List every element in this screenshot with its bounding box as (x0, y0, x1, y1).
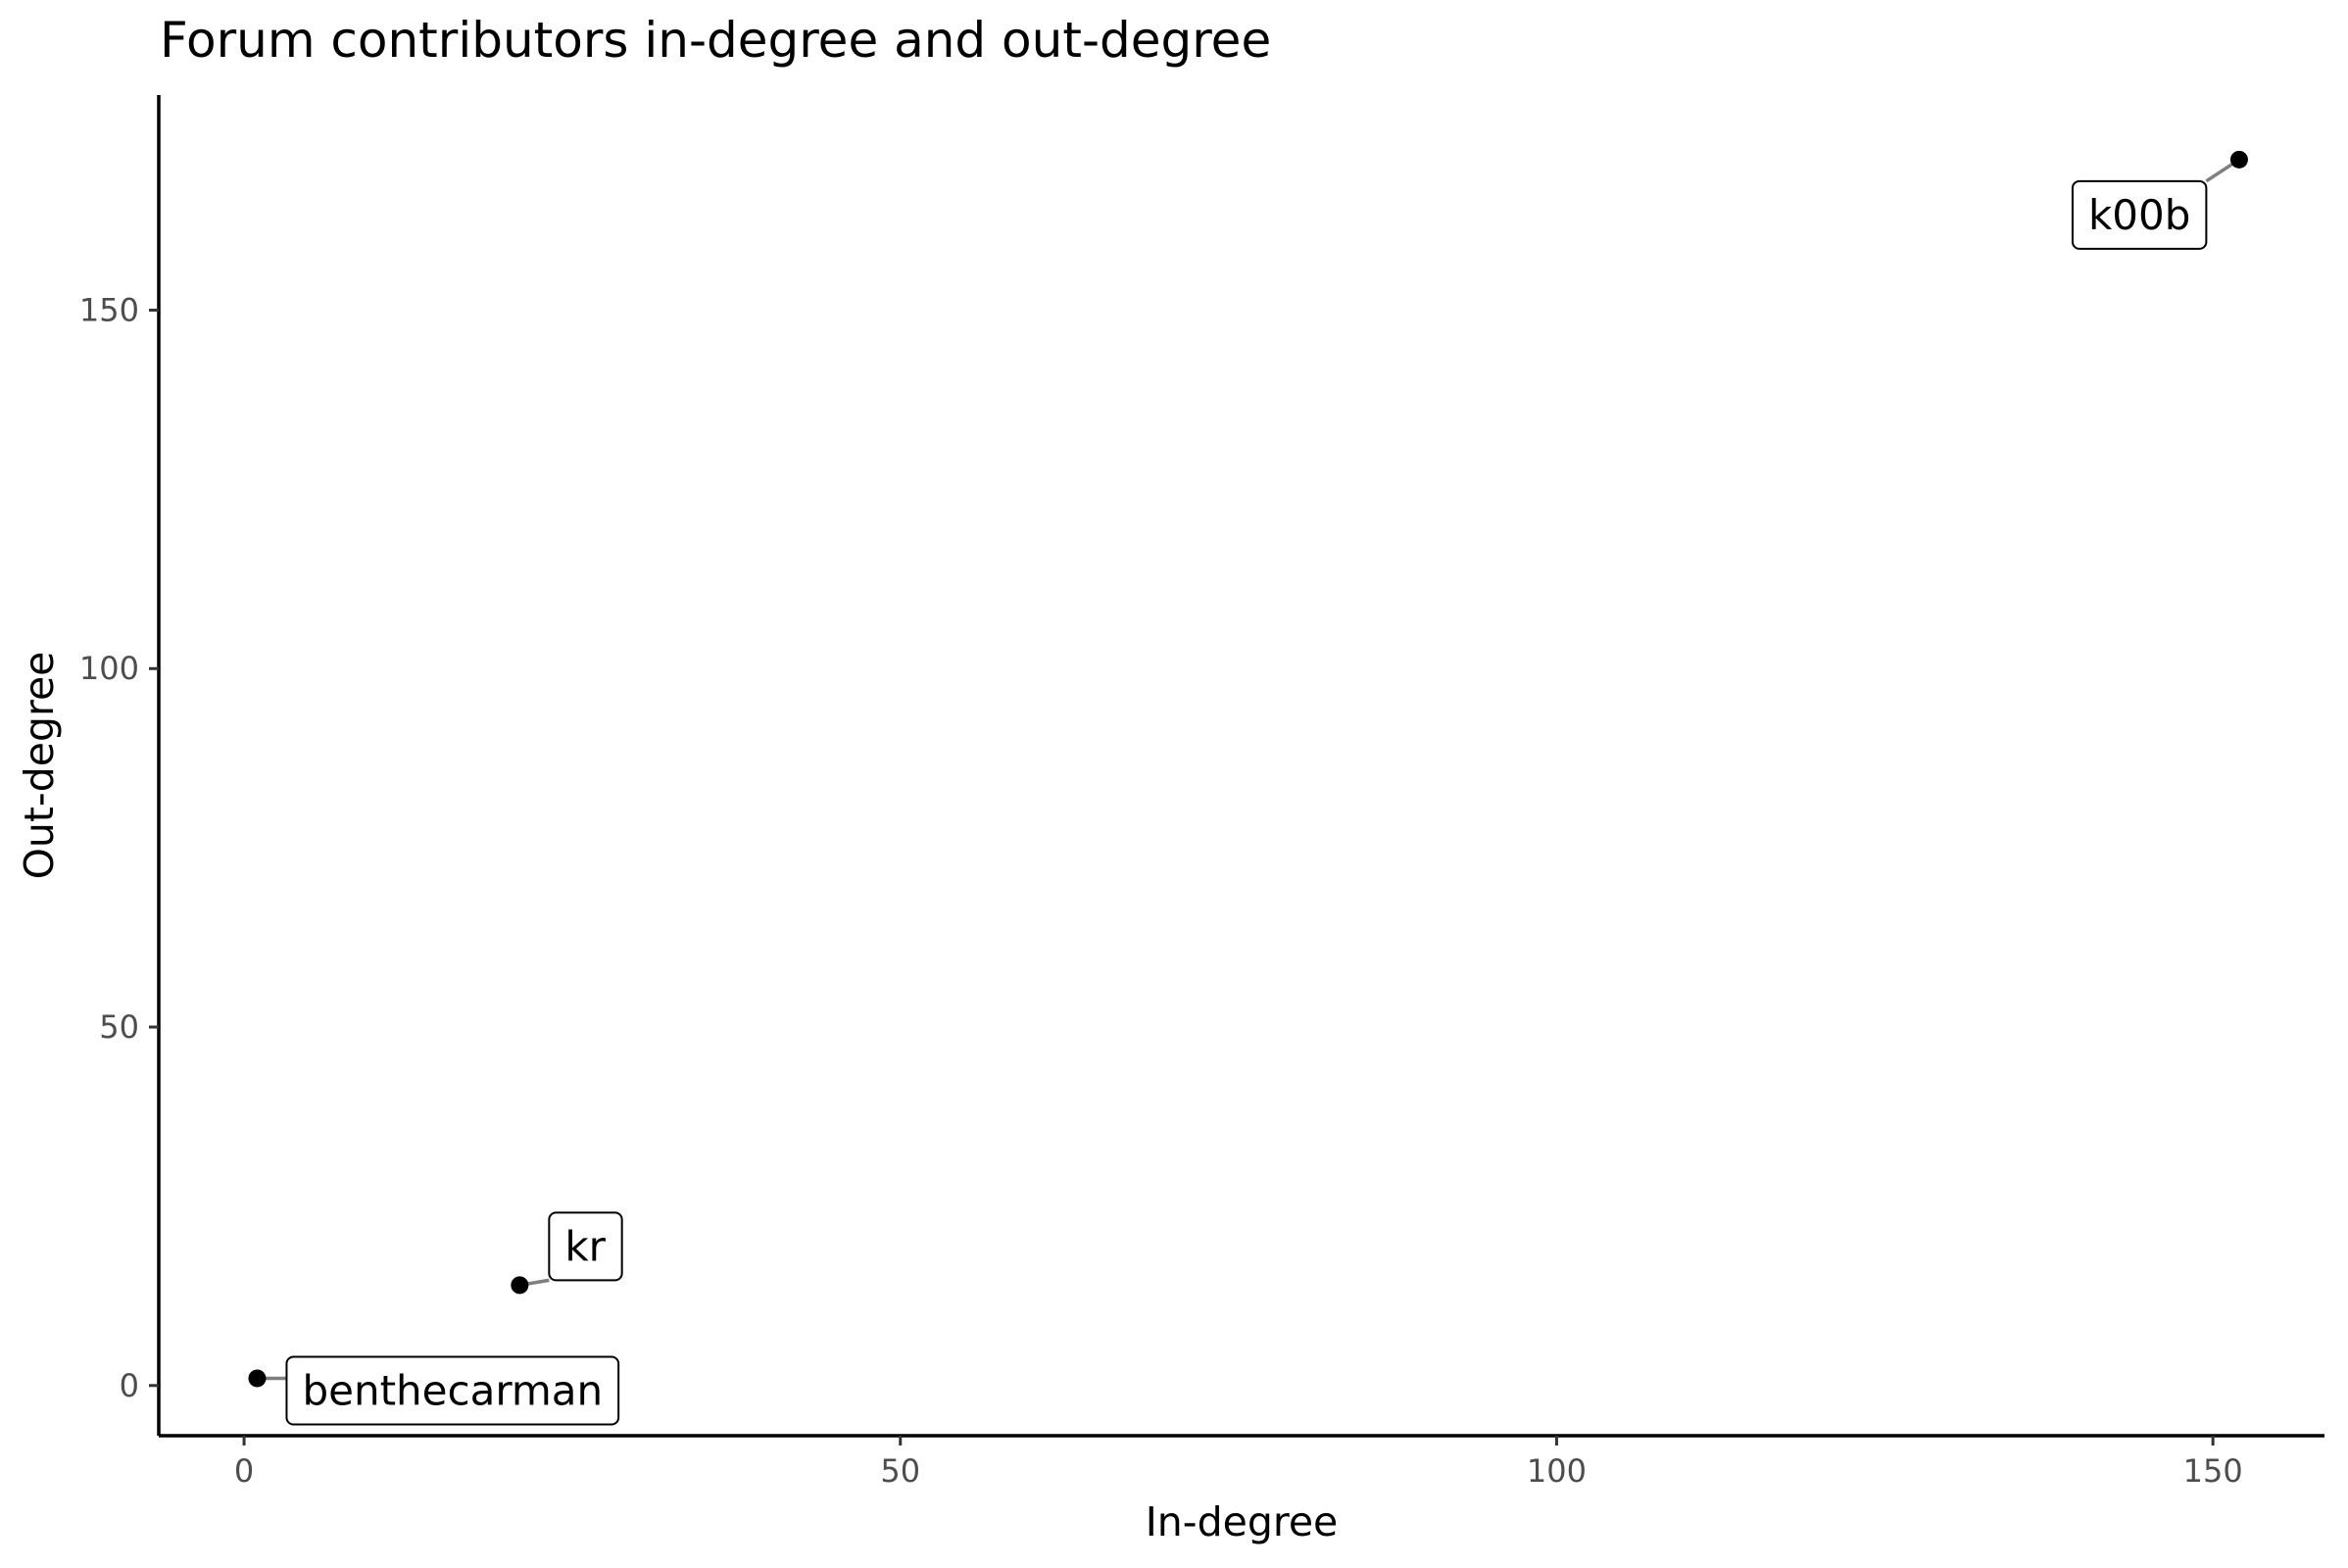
data-point-benthecarman (248, 1369, 267, 1388)
label-box (285, 1355, 620, 1426)
x-tick-label: 0 (234, 1452, 254, 1490)
y-tick-label: 50 (99, 1008, 139, 1046)
x-tick-label: 100 (1527, 1452, 1587, 1490)
x-axis-title: In-degree (1146, 1498, 1339, 1545)
point-label-kr: kr (548, 1211, 623, 1282)
x-tick-label: 150 (2183, 1452, 2243, 1490)
label-box (548, 1211, 623, 1282)
label-text: k00b (2088, 191, 2190, 239)
y-tick-label: 150 (79, 291, 139, 328)
x-tick-label: 50 (880, 1452, 920, 1490)
label-text: benthecarman (302, 1366, 603, 1414)
data-point-kr (511, 1276, 529, 1295)
label-box (2071, 179, 2208, 250)
point-label-k00b: k00b (2071, 179, 2208, 250)
data-points (248, 150, 2248, 1388)
ticks: 0 50 100 150 0 50 100 150 (79, 291, 2243, 1490)
y-tick-label: 100 (79, 650, 139, 687)
data-point-k00b (2229, 150, 2248, 169)
label-leaders (257, 158, 2240, 1381)
point-labels: benthecarman kr k00b (285, 179, 2208, 1426)
point-label-benthecarman: benthecarman (285, 1355, 620, 1426)
y-axis-title: Out-degree (16, 652, 63, 880)
y-tick-label: 0 (120, 1367, 139, 1404)
axes (157, 95, 2324, 1438)
label-text: kr (564, 1222, 606, 1270)
chart-title: Forum contributors in-degree and out-deg… (160, 12, 1271, 69)
